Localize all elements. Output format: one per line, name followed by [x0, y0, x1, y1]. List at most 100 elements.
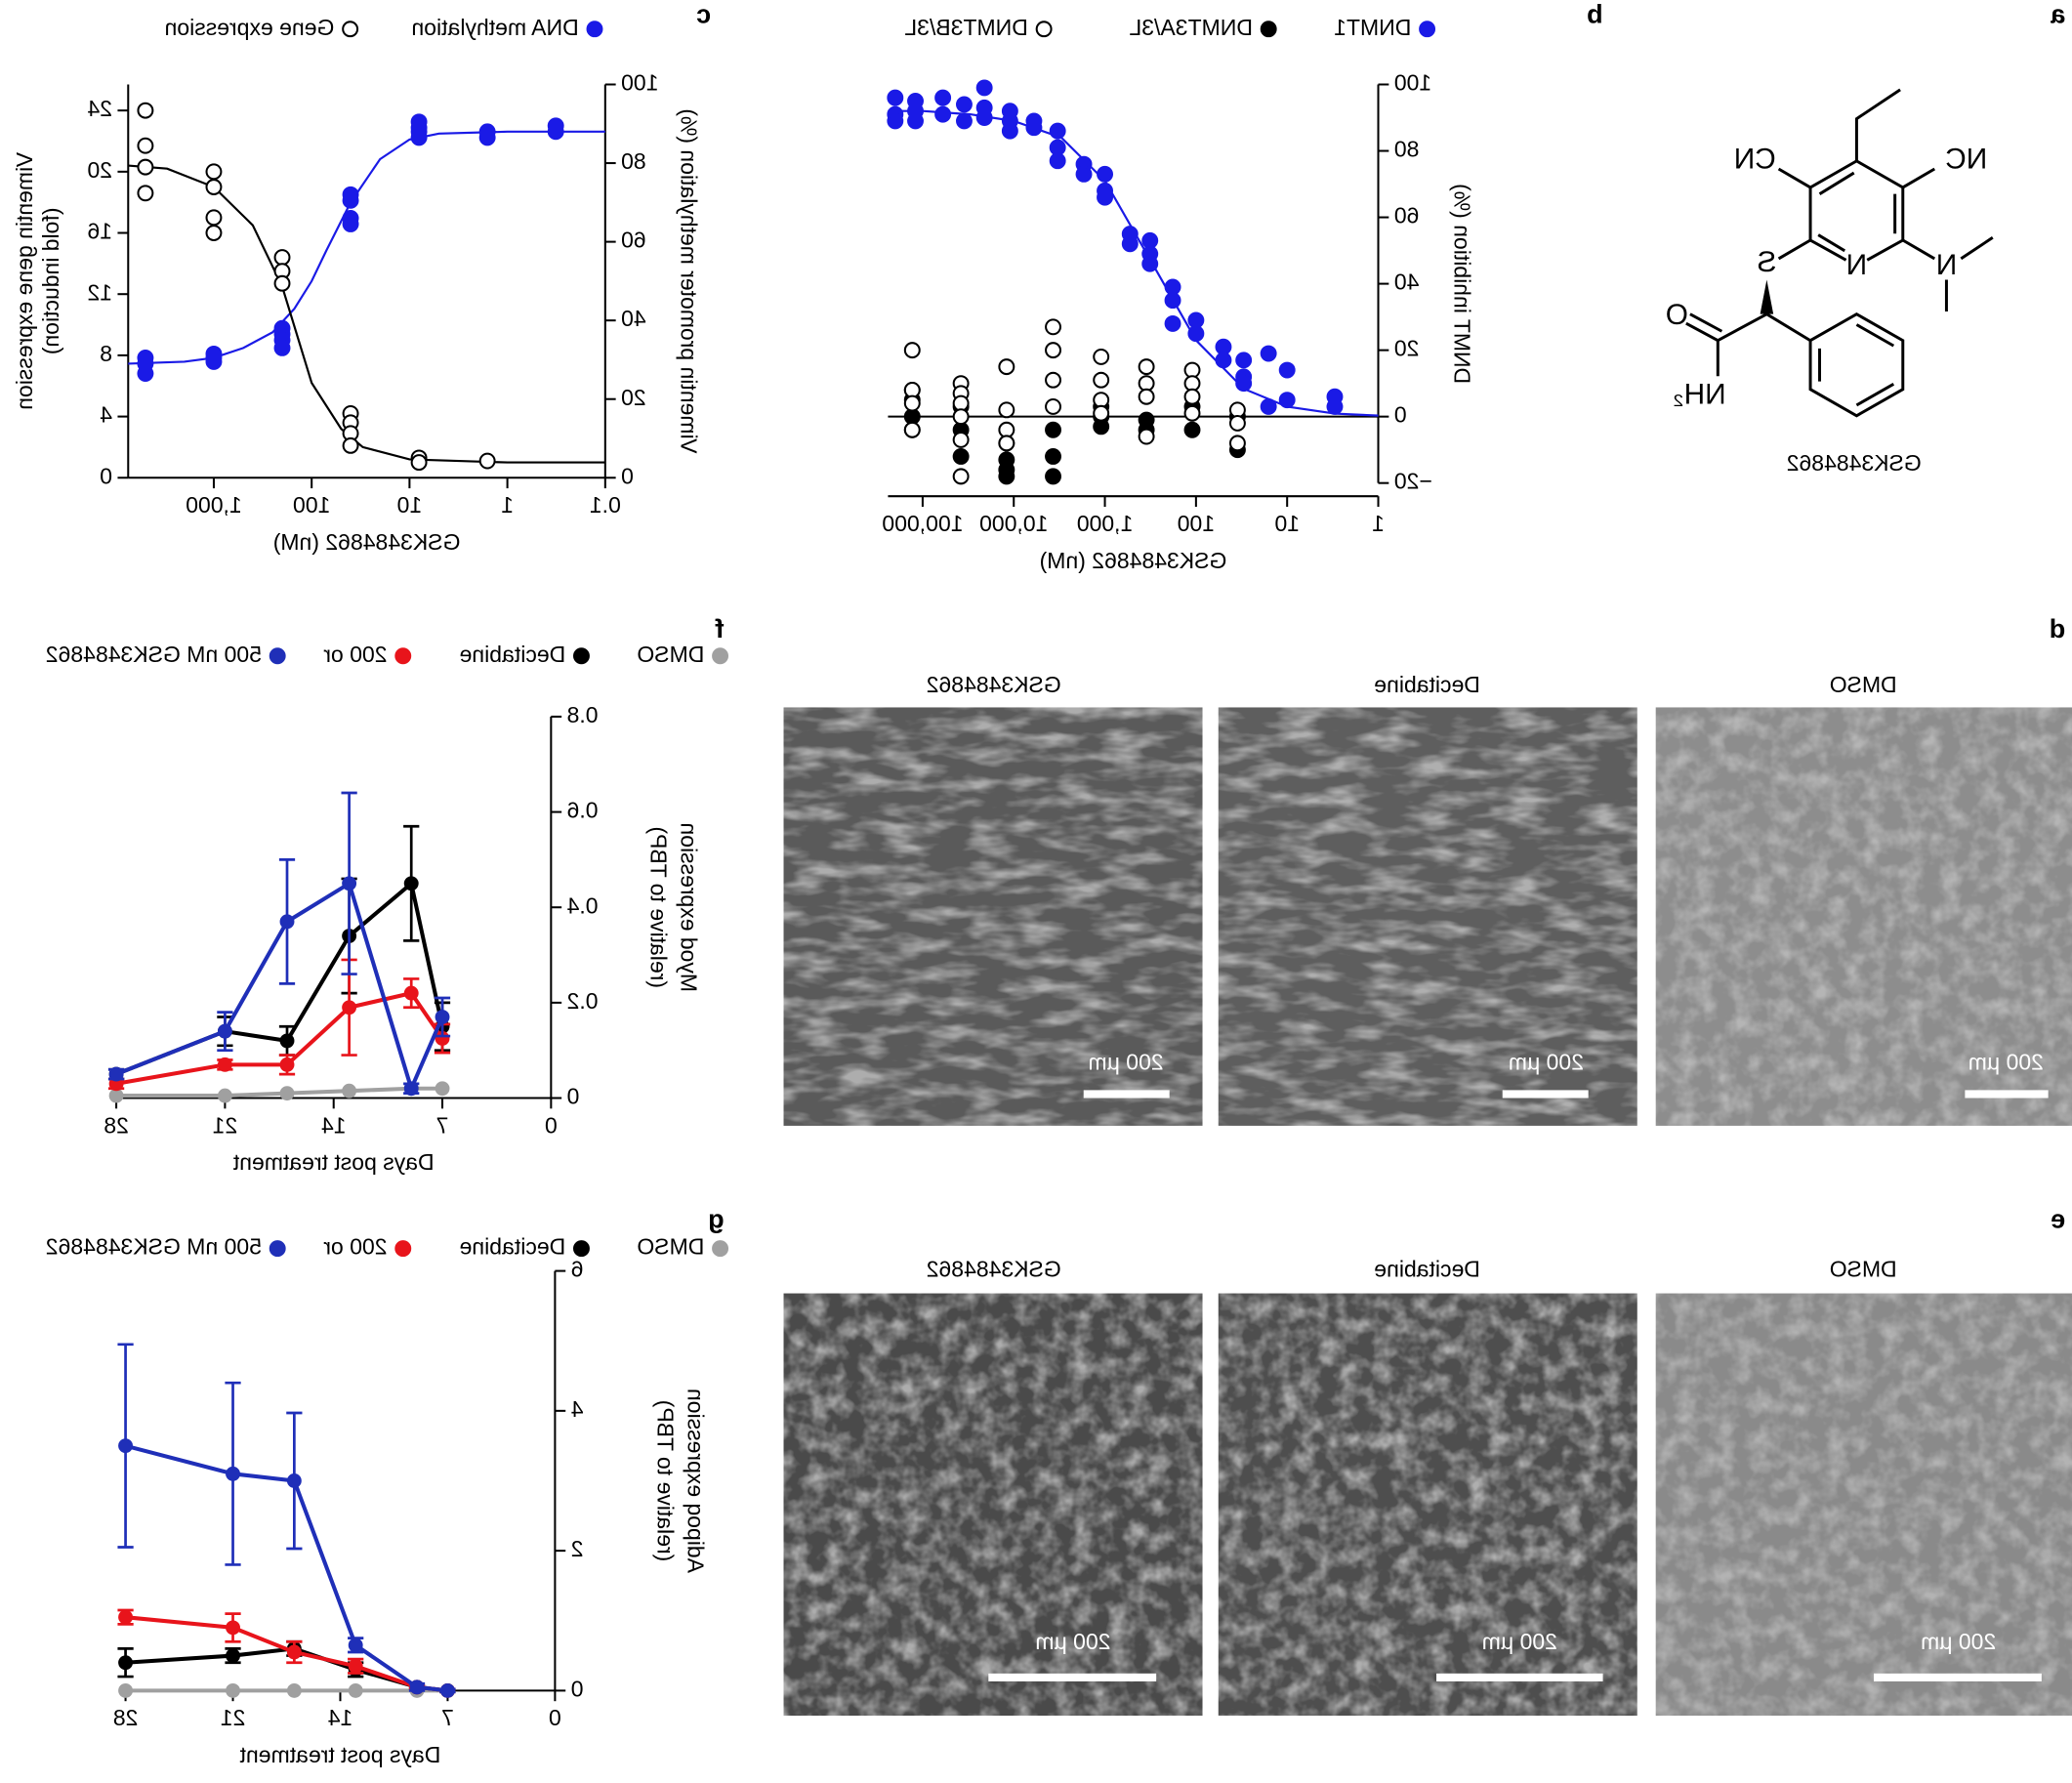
data-point — [1045, 342, 1061, 359]
x-tick-label: 100,000 — [882, 511, 963, 536]
data-point — [1025, 119, 1043, 137]
legend-marker — [586, 21, 603, 38]
compound-name: GSK3484862 — [1787, 450, 1922, 476]
panel-label: e — [2051, 1204, 2065, 1233]
legend-marker — [1260, 21, 1277, 38]
panel-label: d — [2050, 614, 2066, 643]
y2-axis-label: Vimentin gene expression — [12, 152, 37, 410]
panel-label: g — [708, 1204, 725, 1233]
pyridine-ring — [1808, 159, 1905, 262]
data-point — [410, 454, 428, 472]
legend-label: Decitabine — [460, 642, 566, 667]
data-point — [887, 89, 904, 106]
x-tick-label: 1 — [501, 492, 514, 518]
data-point — [279, 1033, 295, 1049]
legend-marker — [573, 647, 590, 665]
data-point — [1045, 318, 1061, 336]
data-point — [226, 1682, 240, 1698]
y2-tick-label: 4 — [100, 402, 112, 428]
data-point — [1228, 435, 1246, 452]
x-axis-label: GSK3484862 (nM) — [273, 529, 461, 555]
scale-bar — [1083, 1090, 1170, 1099]
data-point — [205, 225, 223, 241]
scale-bar — [1874, 1673, 2042, 1681]
data-point — [952, 408, 970, 426]
data-point — [1235, 352, 1253, 369]
data-point — [435, 1081, 450, 1097]
data-point — [1278, 361, 1296, 379]
legend-marker — [269, 1240, 286, 1258]
y-tick-label: 0 — [571, 1676, 584, 1701]
y2-tick-label: 8 — [100, 341, 112, 366]
data-point — [273, 274, 291, 292]
data-point — [1049, 152, 1066, 170]
y-axis-label: DNMT inhibition (%) — [1449, 184, 1474, 384]
data-point — [348, 1658, 363, 1674]
data-point — [1215, 352, 1232, 369]
series-line — [115, 990, 444, 1086]
data-point — [1001, 122, 1018, 140]
data-point — [1138, 388, 1155, 405]
data-point — [975, 79, 993, 97]
legend-marker — [394, 1240, 412, 1258]
y-axis-label: (relative to TBP) — [652, 1400, 678, 1562]
legend-marker — [1419, 21, 1436, 38]
y-tick-label: 0 — [621, 463, 634, 488]
data-point — [1183, 421, 1201, 438]
x-tick-label: 28 — [104, 1112, 129, 1138]
series-line — [116, 1086, 443, 1099]
data-point — [975, 109, 993, 126]
wedge-bond — [1760, 279, 1774, 314]
series-line — [115, 880, 445, 1076]
x-tick-label: 0 — [545, 1112, 558, 1138]
x-tick-label: 7 — [436, 1112, 449, 1138]
data-point — [205, 179, 223, 195]
data-point — [1075, 165, 1093, 183]
data-point — [273, 339, 291, 356]
legend-label: 200 or — [323, 1234, 388, 1260]
scale-bar-label: 200 µm — [1035, 1629, 1110, 1654]
data-point — [403, 1081, 419, 1097]
data-point — [217, 1057, 232, 1072]
data-point — [137, 102, 154, 119]
data-point — [887, 112, 904, 130]
data-point — [1260, 345, 1277, 362]
micrograph-texture — [783, 1293, 1203, 1717]
data-point — [952, 432, 970, 448]
fit-curve — [128, 130, 605, 365]
data-point — [410, 129, 428, 146]
data-point — [137, 158, 154, 176]
y-tick-label: 80 — [621, 148, 646, 174]
phenyl-ring — [1808, 311, 1905, 418]
data-point — [1141, 255, 1159, 272]
y-tick-label: 0 — [1394, 402, 1407, 428]
y-tick-label: −20 — [1394, 469, 1432, 494]
data-point — [907, 112, 924, 130]
scale-bar — [1502, 1090, 1589, 1099]
data-point — [342, 436, 359, 454]
y-tick-label: 2 — [571, 1536, 584, 1561]
y2-tick-label: 20 — [87, 157, 112, 183]
data-point — [1326, 398, 1344, 415]
data-point — [1164, 292, 1181, 310]
image-title: DMSO — [1830, 672, 1897, 697]
data-point — [1049, 122, 1066, 140]
x-tick-label: 21 — [213, 1112, 238, 1138]
legend-label: 500 nM GSK3484862 — [46, 642, 262, 667]
y-tick-label: 60 — [1394, 203, 1420, 228]
data-point — [934, 105, 952, 123]
x-tick-label: 14 — [321, 1112, 347, 1138]
data-point — [1278, 392, 1296, 409]
data-point — [955, 112, 973, 130]
legend-label: DNMT1 — [1334, 15, 1411, 40]
y2-axis-label: (fold induction) — [38, 208, 63, 355]
micrograph-texture — [1655, 1293, 2072, 1717]
x-tick-label: 10,000 — [979, 511, 1048, 536]
double-bonds — [1817, 171, 1897, 253]
y-tick-label: 20 — [621, 385, 646, 410]
y-tick-label: 40 — [621, 306, 646, 331]
x-axis-label: Days post treatment — [232, 1149, 434, 1175]
data-point — [903, 394, 921, 412]
data-point — [998, 435, 1015, 452]
data-point — [286, 1473, 302, 1488]
